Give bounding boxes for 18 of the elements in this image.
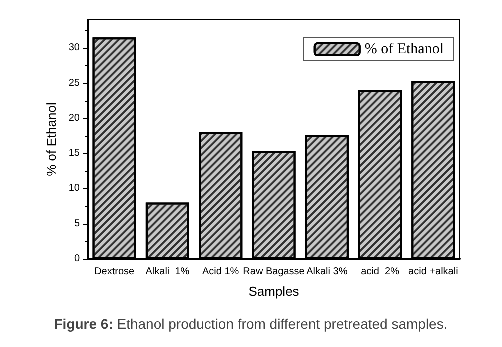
x-axis-title: Samples xyxy=(248,284,300,299)
y-tick-label: 20 xyxy=(68,112,80,124)
y-tick-label: 10 xyxy=(68,183,80,194)
y-tick-label: 25 xyxy=(68,78,80,89)
y-tick-label: 30 xyxy=(68,42,80,54)
x-tick-label: acid +alkali xyxy=(408,266,458,278)
x-tick-label: Raw Bagasse xyxy=(243,266,306,278)
x-tick-label: Alkali 1% xyxy=(146,266,190,278)
y-tick-label: 5 xyxy=(74,218,80,230)
x-tick-label: Alkali 3% xyxy=(306,266,348,278)
y-tick-label: 15 xyxy=(68,148,80,160)
x-tick-label: Acid 1% xyxy=(202,266,240,278)
caption: Figure 6: Ethanol production from different pretreated samples. xyxy=(54,316,448,332)
x-tick-label: Dextrose xyxy=(94,266,136,278)
y-tick-label: 0 xyxy=(74,254,80,264)
y-axis-title: % of Ethanol xyxy=(44,102,59,176)
x-tick-label: acid 2% xyxy=(361,266,400,278)
legend-label: % of Ethanol xyxy=(364,42,444,58)
